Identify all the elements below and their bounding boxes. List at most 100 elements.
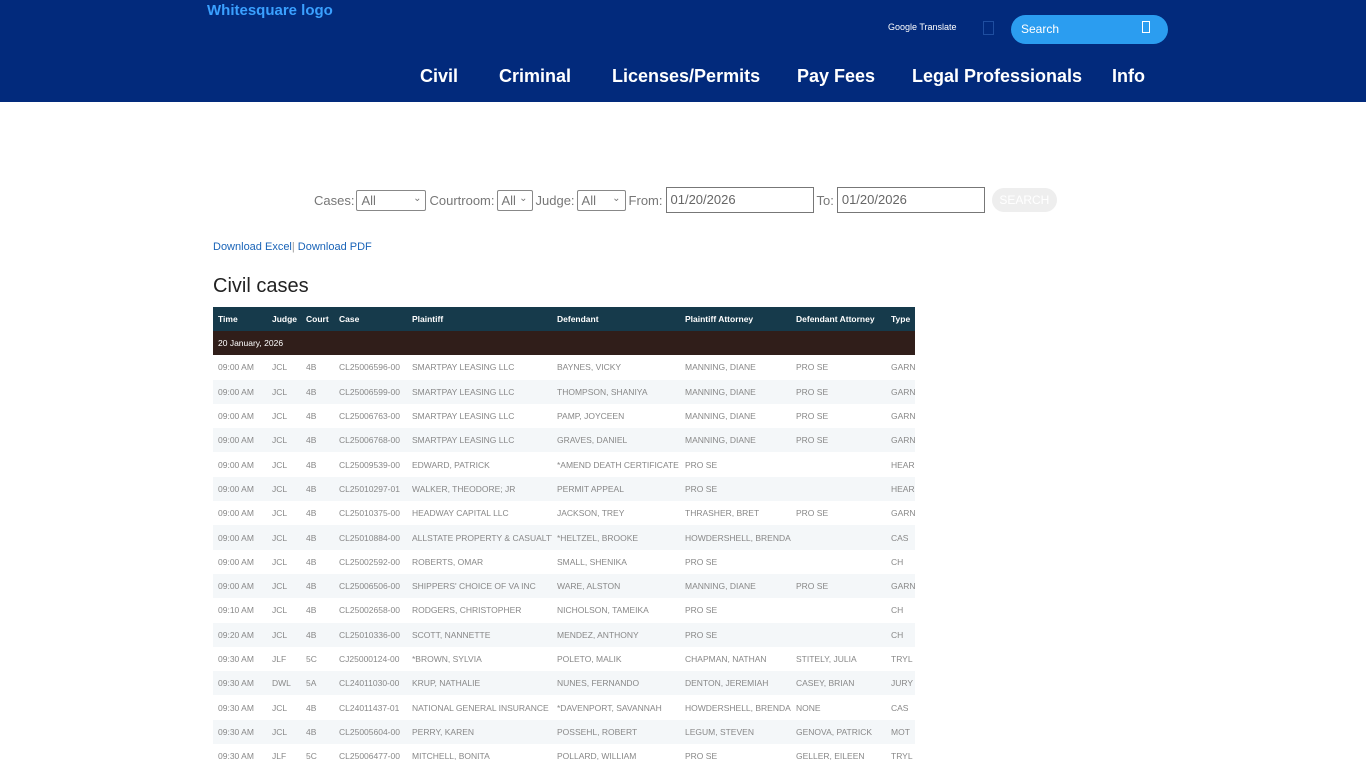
cases-select[interactable]: All ⌄ xyxy=(356,189,427,211)
table-cell: JCL xyxy=(272,362,288,373)
courtroom-select[interactable]: All ⌄ xyxy=(496,189,533,211)
table-row[interactable]: 09:00 AM JCL 4B CL25002592-00 ROBERTS, OMAR S… xyxy=(213,550,915,574)
table-cell: HEADWAY CAPITAL LLC xyxy=(412,508,509,519)
table-cell: PERRY, KAREN xyxy=(407,719,552,745)
table-cell: JCL xyxy=(267,719,301,745)
nav-licenses-permits[interactable]: Licenses/Permits xyxy=(612,66,761,86)
google-translate-label[interactable]: Google Translate xyxy=(888,22,957,32)
table-cell: 09:00 AM xyxy=(218,556,254,567)
table-cell: TRYL xyxy=(891,751,913,762)
table-row[interactable]: 09:00 AM JCL 4B CL25010884-00 ALLSTATE PROPE… xyxy=(213,525,915,550)
table-row[interactable]: 09:30 AM JCL 4B CL24011437-01 NATIONAL GENER… xyxy=(213,695,915,719)
search-icon[interactable] xyxy=(1142,21,1150,33)
table-cell: CL25006763-00 xyxy=(339,411,400,422)
table-row[interactable]: 09:30 AM JLF 5C CL25006477-00 MITCHELL, BONI… xyxy=(213,744,915,768)
table-row[interactable]: 09:20 AM JCL 4B CL25010336-00 SCOTT, NANNETT… xyxy=(213,622,915,647)
table-cell: CL25006768-00 xyxy=(334,428,407,453)
column-header: Plaintiff Attorney xyxy=(680,307,791,331)
table-cell: GARN xyxy=(891,362,915,373)
table-cell: PRO SE xyxy=(796,508,829,519)
nav-pay-fees[interactable]: Pay Fees xyxy=(797,66,876,86)
table-cell: SMALL, SHENIKA xyxy=(557,556,627,567)
table-cell: 09:00 AM xyxy=(213,573,267,599)
download-pdf-link[interactable]: Download PDF xyxy=(297,241,372,253)
table-cell: JCL xyxy=(267,573,301,599)
table-cell: 09:00 AM xyxy=(218,508,254,519)
table-cell: PRO SE xyxy=(685,605,718,616)
table-row[interactable]: 09:00 AM JCL 4B CL25010297-01 WALKER, THEODO… xyxy=(213,476,915,502)
table-row[interactable]: 09:00 AM JCL 4B CL25006506-00 SHIPPERS' CHOI… xyxy=(213,573,915,599)
table-cell: 09:00 AM xyxy=(213,379,267,404)
table-cell: JLF xyxy=(272,654,287,664)
search-button[interactable]: SEARCH xyxy=(991,188,1057,212)
column-header: Case xyxy=(334,307,407,331)
table-cell: PRO SE xyxy=(796,411,829,422)
table-cell: SMARTPAY LEASING LLC xyxy=(412,362,515,373)
search-placeholder: Search xyxy=(1021,22,1060,36)
table-cell: WARE, ALSTON xyxy=(552,573,680,599)
table-cell: 09:30 AM xyxy=(218,751,254,762)
table-cell xyxy=(791,598,886,622)
table-row[interactable]: 09:10 AM JCL 4B CL25002658-00 RODGERS, CHRIS… xyxy=(213,598,915,622)
table-row[interactable]: 09:00 AM JCL 4B CL25009539-00 EDWARD, PATRIC… xyxy=(213,452,915,476)
table-cell: JCL xyxy=(272,508,288,519)
table-cell: CH xyxy=(891,556,904,567)
table-cell: PRO SE xyxy=(685,556,718,567)
table-cell: PRO SE xyxy=(796,362,829,373)
table-cell: PRO SE xyxy=(685,751,718,762)
translate-dropdown[interactable] xyxy=(983,21,994,35)
judge-select[interactable]: All ⌄ xyxy=(576,189,626,211)
table-cell: NONE xyxy=(796,702,821,713)
table-cell: MITCHELL, BONITA xyxy=(412,751,490,762)
search-input[interactable]: Search xyxy=(1011,15,1168,44)
table-cell: PRO SE xyxy=(791,573,886,599)
table-cell: 4B xyxy=(306,702,317,713)
table-cell: SHIPPERS' CHOICE OF VA INC xyxy=(407,573,552,599)
table-cell xyxy=(791,452,886,476)
table-row[interactable]: 09:00 AM JCL 4B CL25006768-00 SMARTPAY LEASI… xyxy=(213,428,915,453)
table-cell: JCL xyxy=(272,411,288,422)
section-title: Civil cases xyxy=(213,275,309,297)
table-cell: CL25009539-00 xyxy=(339,459,400,470)
table-row[interactable]: 09:30 AM JLF 5C CJ25000124-00 *BROWN, SYLVIA… xyxy=(213,647,915,671)
table-cell: *AMEND DEATH CERTIFICATE xyxy=(557,459,679,470)
cases-value: All xyxy=(361,192,376,208)
nav-criminal[interactable]: Criminal xyxy=(499,66,572,86)
table-cell: 4B xyxy=(301,622,334,647)
table-cell: DENTON, JEREMIAH xyxy=(680,671,791,696)
table-cell: 5A xyxy=(301,671,334,696)
table-cell: PRO SE xyxy=(680,622,791,647)
to-date-input[interactable]: 01/20/2026 xyxy=(836,187,985,213)
table-cell: NATIONAL GENERAL INSURANCE xyxy=(412,702,549,713)
table-row[interactable]: 09:00 AM JCL 4B CL25006763-00 SMARTPAY LEASI… xyxy=(213,404,915,428)
table-row[interactable]: 09:00 AM JCL 4B CL25010375-00 HEADWAY CAPITA… xyxy=(213,501,915,525)
nav-info[interactable]: Info xyxy=(1112,66,1145,86)
table-cell: CH xyxy=(891,605,904,616)
table-cell: 09:30 AM xyxy=(213,719,267,745)
table-row[interactable]: 09:30 AM JCL 4B CL25005604-00 PERRY, KAREN PO… xyxy=(213,719,915,745)
table-cell: 5C xyxy=(306,654,317,664)
table-cell: JACKSON, TREY xyxy=(557,508,625,519)
nav-civil[interactable]: Civil xyxy=(420,66,459,86)
table-cell: CAS xyxy=(886,525,915,550)
whitesquare-logo[interactable]: Whitesquare logo xyxy=(207,2,333,19)
table-cell: 09:00 AM xyxy=(218,459,254,470)
table-cell: PRO SE xyxy=(685,459,718,470)
table-cell: 4B xyxy=(301,379,334,404)
table-cell: JCL xyxy=(272,702,288,713)
table-cell xyxy=(791,622,886,647)
table-cell: 4B xyxy=(301,719,334,745)
from-date-input[interactable]: 01/20/2026 xyxy=(665,187,814,213)
table-cell: GARN xyxy=(886,379,915,404)
table-row[interactable]: 09:30 AM DWL 5A CL24011030-00 KRUP, NATHALIE… xyxy=(213,671,915,696)
table-cell: CL25010297-01 xyxy=(334,476,407,502)
table-row[interactable]: 09:00 AM JCL 4B CL25006599-00 SMARTPAY LEASI… xyxy=(213,379,915,404)
table-cell: NICHOLSON, TAMEIKA xyxy=(557,605,649,616)
nav-legal-professionals[interactable]: Legal Professionals xyxy=(912,66,1083,86)
download-excel-link[interactable]: Download Excel xyxy=(213,241,292,253)
table-cell: CHAPMAN, NATHAN xyxy=(685,654,767,664)
table-cell: KRUP, NATHALIE xyxy=(407,671,552,696)
table-cell: 4B xyxy=(301,476,334,502)
table-row[interactable]: 09:00 AM JCL 4B CL25006596-00 SMARTPAY LEASI… xyxy=(213,355,915,379)
table-cell: GARN xyxy=(891,411,915,422)
